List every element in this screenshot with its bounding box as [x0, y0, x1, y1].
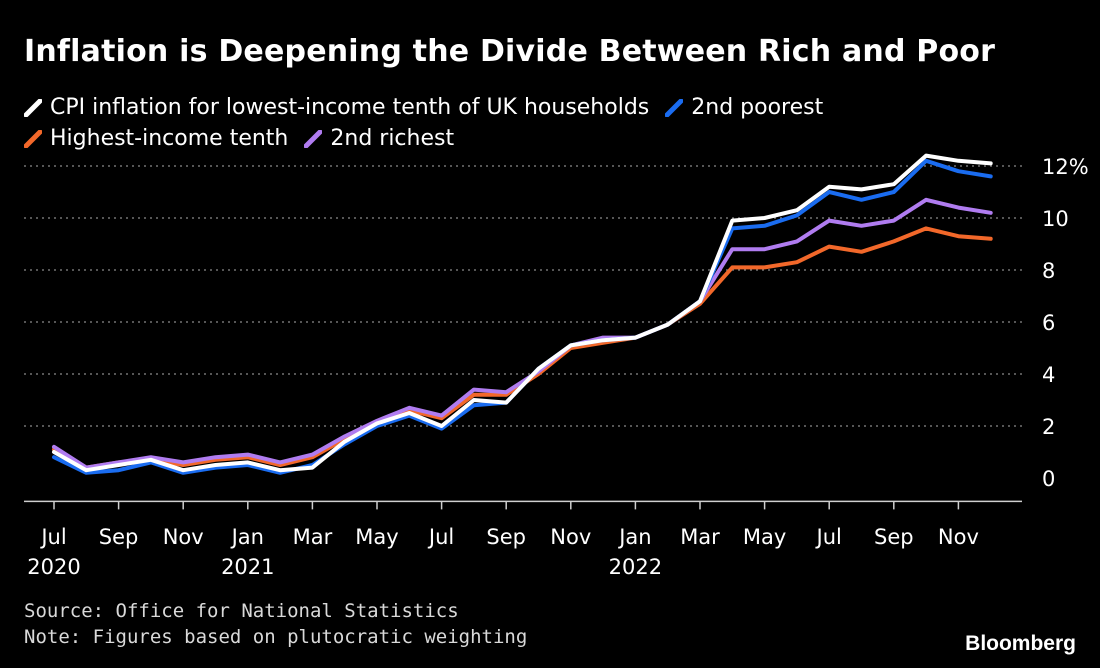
- legend-swatch-highest-income: [24, 129, 42, 148]
- x-tick-label-mar: Mar: [293, 525, 333, 549]
- x-tick-label-jul: Jul: [39, 525, 66, 549]
- legend-item-lowest-income: CPI inflation for lowest-income tenth of…: [24, 95, 649, 120]
- x-tick-label-jul: Jul: [427, 525, 454, 549]
- source-text: Source: Office for National Statistics: [24, 600, 459, 622]
- x-tick-label-may: May: [743, 525, 786, 549]
- x-tick-label-may: May: [355, 525, 398, 549]
- legend-swatch-2nd-richest: [304, 129, 323, 148]
- x-tick-label-sep: Sep: [874, 525, 914, 549]
- note-text: Note: Figures based on plutocratic weigh…: [24, 626, 528, 648]
- legend-item-2nd-poorest: 2nd poorest: [665, 95, 823, 120]
- x-tick-label-jan: Jan: [617, 525, 651, 549]
- y-tick-label-8: 8: [1042, 259, 1055, 283]
- x-tick-label-nov: Nov: [550, 525, 591, 549]
- legend-label-highest-income: Highest-income tenth: [50, 126, 289, 151]
- legend: CPI inflation for lowest-income tenth of…: [24, 92, 839, 154]
- legend-label-2nd-richest: 2nd richest: [330, 126, 455, 151]
- source-notes: Source: Office for National Statistics N…: [24, 598, 527, 650]
- x-tick-label-jan: Jan: [230, 525, 264, 549]
- legend-label-2nd-poorest: 2nd poorest: [691, 95, 824, 120]
- x-year-label-2021: 2021: [221, 555, 274, 579]
- y-tick-label-10: 10: [1042, 207, 1069, 231]
- x-tick-label-nov: Nov: [938, 525, 979, 549]
- legend-item-2nd-richest: 2nd richest: [304, 126, 454, 151]
- x-year-label-2022: 2022: [609, 555, 662, 579]
- y-tick-label-12: 12%: [1042, 155, 1089, 179]
- y-tick-label-2: 2: [1042, 415, 1055, 439]
- legend-row-1: CPI inflation for lowest-income tenth of…: [24, 92, 839, 123]
- x-tick-label-sep: Sep: [486, 525, 526, 549]
- legend-swatch-lowest-income: [24, 98, 42, 117]
- y-tick-label-6: 6: [1042, 311, 1055, 335]
- legend-item-highest-income: Highest-income tenth: [24, 126, 288, 151]
- series-line-cpi-inflation-for-lowest-income-tenth-of-uk-households: [52, 153, 993, 473]
- x-tick-label-sep: Sep: [99, 525, 139, 549]
- y-tick-label-0: 0: [1042, 467, 1055, 491]
- x-tick-label-mar: Mar: [680, 525, 720, 549]
- legend-swatch-2nd-poorest: [665, 98, 684, 117]
- y-tick-label-4: 4: [1042, 363, 1055, 387]
- x-tick-label-jul: Jul: [815, 525, 842, 549]
- series-line-highest-income-tenth: [52, 226, 993, 470]
- x-tick-label-nov: Nov: [163, 525, 204, 549]
- bloomberg-logo: Bloomberg: [965, 632, 1076, 655]
- legend-row-2: Highest-income tenth 2nd richest: [24, 123, 839, 154]
- legend-label-lowest-income: CPI inflation for lowest-income tenth of…: [50, 95, 650, 120]
- x-year-label-2020: 2020: [27, 555, 80, 579]
- chart-title: Inflation is Deepening the Divide Betwee…: [24, 34, 996, 69]
- series-line-2nd-richest: [52, 197, 993, 470]
